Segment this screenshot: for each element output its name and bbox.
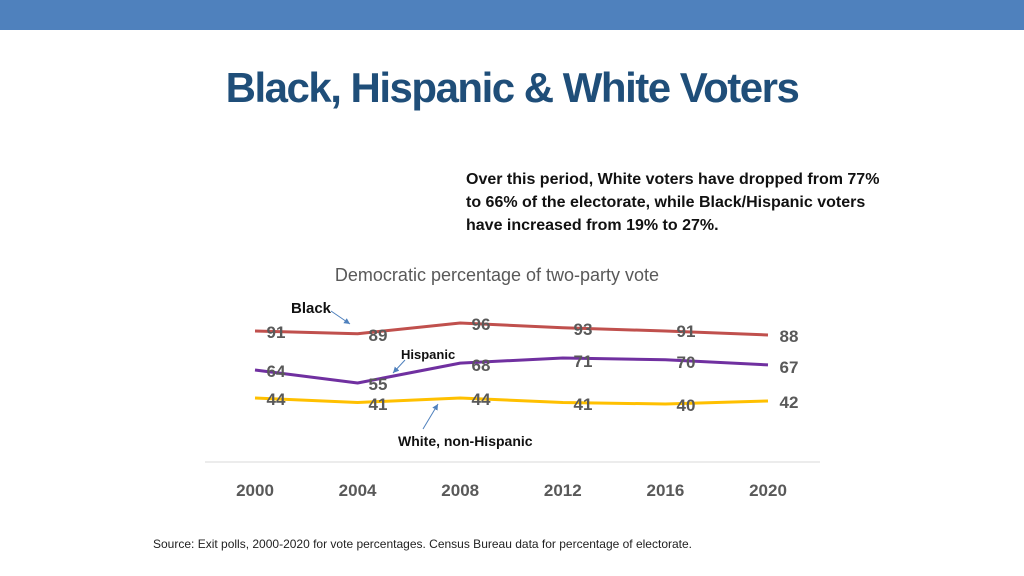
series-line-white [254,396,769,406]
data-label-hispanic: 67 [780,358,799,377]
series-name-hispanic: Hispanic [401,347,455,362]
x-tick-label: 2020 [749,481,787,500]
series-line-black [254,321,769,337]
callout-arrow [330,310,351,325]
top-band [0,0,1024,30]
data-label-hispanic: 64 [267,362,286,381]
callout-arrow [422,403,439,430]
electorate-note: Over this period, White voters have drop… [466,171,880,234]
data-label-black: 89 [369,326,388,345]
series-line-hispanic [254,356,769,385]
data-label-black: 96 [472,315,491,334]
x-tick-label: 2004 [339,481,377,500]
data-label-white: 42 [780,393,799,412]
data-label-black: 91 [677,322,696,341]
data-label-black: 88 [780,327,799,346]
data-label-white: 41 [574,395,593,414]
series-name-black: Black [291,300,332,317]
data-label-hispanic: 55 [369,375,388,394]
data-label-white: 41 [369,395,388,414]
data-label-black: 93 [574,320,593,339]
data-label-white: 44 [267,390,286,409]
x-tick-label: 2012 [544,481,582,500]
source-note: Source: Exit polls, 2000-2020 for vote p… [153,537,692,551]
data-label-black: 91 [267,323,286,342]
data-label-hispanic: 68 [472,356,491,375]
data-label-hispanic: 71 [574,352,593,371]
data-label-hispanic: 70 [677,353,696,372]
data-label-white: 44 [472,390,491,409]
x-tick-label: 2008 [441,481,479,500]
chart-title: Democratic percentage of two-party vote [335,265,659,285]
x-tick-label: 2000 [236,481,274,500]
data-label-white: 40 [677,396,696,415]
series-name-white: White, non-Hispanic [398,433,533,449]
x-tick-label: 2016 [646,481,684,500]
slide-title: Black, Hispanic & White Voters [225,64,800,111]
callout-arrow [392,359,406,374]
